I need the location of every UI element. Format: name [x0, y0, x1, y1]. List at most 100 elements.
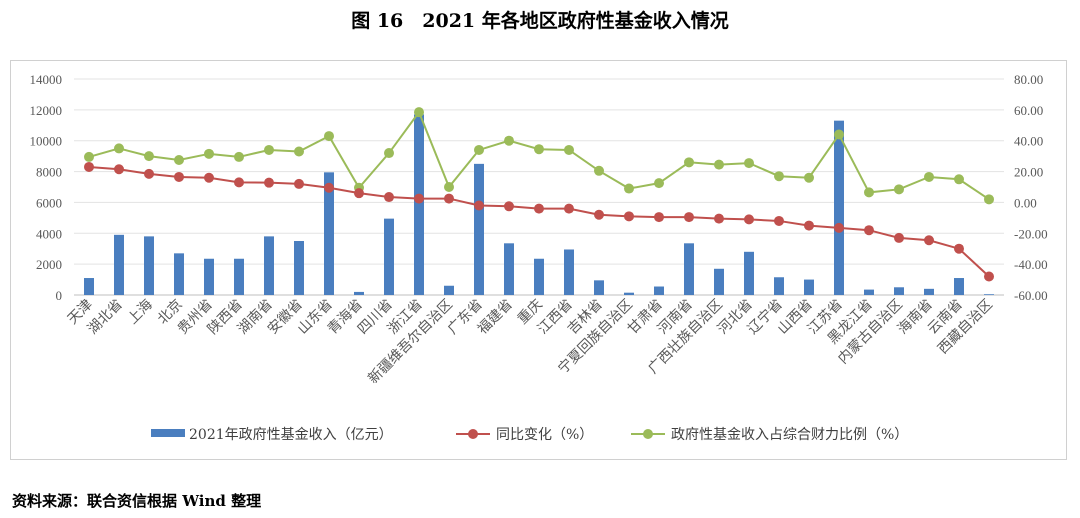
left-tick-label: 0 [56, 288, 63, 303]
data-point [774, 171, 784, 182]
bar [474, 163, 484, 295]
data-point [84, 151, 94, 162]
category-label: 上海 [125, 297, 156, 328]
data-point [984, 271, 994, 282]
left-tick-label: 4000 [36, 226, 62, 241]
bar [324, 172, 334, 295]
data-point [894, 184, 904, 195]
left-tick-label: 12000 [30, 103, 63, 118]
data-point [264, 177, 274, 188]
bar [114, 234, 124, 295]
bar [654, 286, 664, 295]
data-point [834, 129, 844, 140]
data-point [864, 187, 874, 198]
data-point [924, 235, 934, 246]
data-point [684, 157, 694, 168]
right-tick-label: -60.00 [1014, 288, 1048, 303]
legend-label: 同比变化（%） [496, 427, 593, 443]
data-point [294, 146, 304, 157]
bar [954, 278, 964, 295]
bar [264, 236, 274, 295]
data-point [114, 164, 124, 175]
bar [684, 243, 694, 295]
data-point [264, 144, 274, 155]
data-point [114, 143, 124, 154]
left-tick-label: 6000 [36, 195, 62, 210]
chart-frame: 0 2000 4000 6000 8000 10000 12000 14000 -60.00 -4… [10, 60, 1067, 460]
bar [414, 114, 424, 295]
data-point [804, 172, 814, 183]
left-tick-label: 2000 [36, 257, 62, 272]
data-point [384, 192, 394, 203]
data-point [324, 182, 334, 193]
data-point [444, 193, 454, 204]
data-point [654, 178, 664, 189]
legend-marker [643, 429, 653, 439]
data-point [144, 168, 154, 179]
bar [354, 291, 364, 295]
bar [924, 288, 934, 295]
data-point [924, 171, 934, 182]
bar [144, 236, 154, 295]
bar [864, 289, 874, 295]
bar [984, 294, 994, 295]
legend-marker [468, 429, 478, 439]
data-point [444, 182, 454, 192]
data-point [774, 215, 784, 226]
data-point [234, 177, 244, 188]
data-point [234, 151, 244, 162]
left-tick-label: 14000 [30, 72, 63, 87]
right-tick-label: 40.00 [1014, 134, 1043, 149]
bar [294, 241, 304, 295]
data-point [384, 148, 394, 159]
data-point [714, 213, 724, 224]
data-point [414, 107, 424, 118]
data-point [804, 220, 814, 231]
data-point [414, 193, 424, 204]
bar [834, 120, 844, 296]
left-tick-label: 10000 [30, 134, 63, 149]
data-point [354, 188, 364, 199]
data-point [474, 144, 484, 155]
data-point [324, 131, 334, 142]
combo-chart: 0 2000 4000 6000 8000 10000 12000 14000 -60.00 -4… [30, 72, 1048, 443]
legend-swatch-bar [151, 429, 185, 437]
data-point [834, 222, 844, 233]
bar [774, 277, 784, 295]
data-point [504, 201, 514, 212]
right-tick-label: -20.00 [1014, 226, 1048, 241]
data-point [84, 161, 94, 172]
category-label: 福建省 [475, 297, 516, 338]
data-point [204, 172, 214, 183]
data-point [564, 203, 574, 214]
bar [624, 292, 634, 295]
bar [444, 285, 454, 295]
right-tick-label: 60.00 [1014, 103, 1043, 118]
data-point [894, 232, 904, 243]
source-note: 资料来源：联合资信根据 Wind 整理 [12, 492, 262, 510]
data-point [954, 243, 964, 254]
right-tick-label: 0.00 [1014, 195, 1037, 210]
category-label: 湖北省 [85, 297, 126, 338]
data-point [954, 174, 964, 185]
figure-title: 图 16 2021 年各地区政府性基金收入情况 [351, 10, 729, 32]
bar [384, 218, 394, 295]
data-point [594, 165, 604, 176]
bar [234, 258, 244, 295]
data-point [534, 144, 544, 155]
bar [594, 280, 604, 295]
legend-label: 政府性基金收入占综合财力比例（%） [671, 426, 908, 443]
bar [714, 268, 724, 295]
bar [204, 258, 214, 295]
data-point [744, 214, 754, 225]
data-point [714, 159, 724, 170]
bar [894, 287, 904, 295]
data-point [474, 200, 484, 211]
data-point [534, 203, 544, 214]
bar [534, 258, 544, 295]
bar [84, 278, 94, 295]
right-tick-label: -40.00 [1014, 257, 1048, 272]
right-tick-label: 80.00 [1014, 72, 1043, 87]
bar [174, 253, 184, 295]
left-tick-label: 8000 [36, 165, 62, 180]
